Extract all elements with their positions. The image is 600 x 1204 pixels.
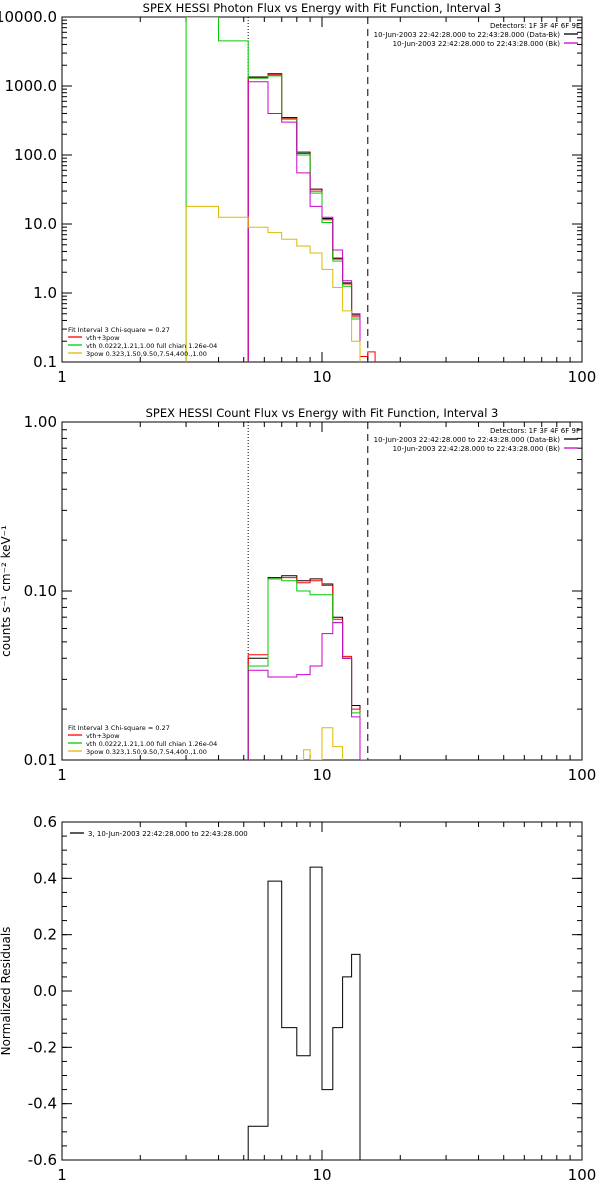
series-line-1 <box>247 866 368 1160</box>
series-group <box>185 17 376 362</box>
plot-frame <box>61 421 583 761</box>
x-tick-label: 100 <box>568 368 597 386</box>
fit-legend-item-text: 3pow 0.323,1.50,9.50,7.54,400.,1.00 <box>86 748 207 756</box>
y-tick-label: 0.01 <box>24 751 57 769</box>
y-tick-label: 0.2 <box>33 926 57 944</box>
y-axis-label: counts s⁻¹ cm⁻² keV⁻¹ <box>0 525 13 657</box>
legend-item-text: Detectors: 1F 3F 4F 6F 9F <box>490 427 580 435</box>
fit-legend-item-text: Fit Interval 3 Chi-square = 0.27 <box>68 724 170 732</box>
series-line-3 <box>185 17 361 362</box>
legend-item-text: 10-Jun-2003 22:42:28.000 to 22:43:28.000… <box>374 436 561 444</box>
y-tick-label: -0.6 <box>28 1151 57 1169</box>
y-tick-label: 1.00 <box>24 413 57 431</box>
x-tick-label: 1 <box>57 1166 67 1184</box>
series-line-2 <box>247 74 376 362</box>
chart-panel-3: Normalized Residuals 1 10 100 -0.6 -0.4 -0.2 0.… <box>0 813 596 1184</box>
series-group <box>247 866 368 1160</box>
y-tick-label: -0.4 <box>28 1095 57 1113</box>
series-line-4 <box>247 622 368 760</box>
series-line-5 <box>185 205 361 362</box>
y-tick-label: 0.0 <box>33 982 57 1000</box>
series-line-5 <box>296 727 344 760</box>
y-axis-label: Normalized Residuals <box>0 927 13 1056</box>
chart-title: SPEX HESSI Count Flux vs Energy with Fit… <box>146 406 499 420</box>
x-tick-label: 10 <box>312 368 331 386</box>
series-line-1 <box>247 73 369 362</box>
chart-panel-2: SPEX HESSI Count Flux vs Energy with Fit… <box>0 406 596 784</box>
fit-legend-item-text: vth+3pow <box>86 732 120 740</box>
y-tick-label: -0.2 <box>28 1038 57 1056</box>
legend-item-text: 10-Jun-2003 22:42:28.000 to 22:43:28.000… <box>393 445 561 453</box>
y-tick-label: 1.0 <box>33 284 57 302</box>
legend-item-text: 10-Jun-2003 22:42:28.000 to 22:43:28.000… <box>374 31 561 39</box>
series-line-3 <box>247 578 368 760</box>
x-tick-label: 1 <box>57 766 67 784</box>
x-tick-label: 10 <box>312 766 331 784</box>
x-tick-label: 1 <box>57 368 67 386</box>
series-group <box>247 575 368 760</box>
series-line-2 <box>247 577 368 760</box>
legend-item-text: 3, 10-Jun-2003 22:42:28.000 to 22:43:28.… <box>88 830 248 838</box>
y-tick-label: 10.0 <box>24 215 57 233</box>
x-tick-label: 100 <box>568 766 597 784</box>
x-tick-label: 100 <box>568 1166 597 1184</box>
series-line-1 <box>247 575 368 760</box>
chart-title: SPEX HESSI Photon Flux vs Energy with Fi… <box>143 1 502 15</box>
chart-panel-1: SPEX HESSI Photon Flux vs Energy with Fi… <box>0 1 596 386</box>
fit-legend-item-text: 3pow 0.323,1.50,9.50,7.54,400.,1.00 <box>86 350 207 358</box>
y-tick-label: 0.10 <box>24 582 57 600</box>
fit-legend-item-text: Fit Interval 3 Chi-square = 0.27 <box>68 326 170 334</box>
fit-legend-item-text: vth 0.0222,1.21,1.00 full chian 1.26e-04 <box>86 342 217 350</box>
y-tick-label: 0.1 <box>33 353 57 371</box>
y-tick-label: 0.6 <box>33 813 57 831</box>
fit-legend-item-text: vth 0.0222,1.21,1.00 full chian 1.26e-04 <box>86 740 217 748</box>
y-tick-label: 10000.0 <box>0 8 57 26</box>
fit-legend-item-text: vth+3pow <box>86 334 120 342</box>
y-tick-label: 0.4 <box>33 869 57 887</box>
series-line-4 <box>247 81 361 362</box>
legend-item-text: Detectors: 1F 3F 4F 6F 9F <box>490 22 580 30</box>
x-tick-label: 10 <box>312 1166 331 1184</box>
y-tick-label: 1000.0 <box>5 77 58 95</box>
legend-item-text: 10-Jun-2003 22:42:28.000 to 22:43:28.000… <box>393 40 561 48</box>
y-tick-label: 100.0 <box>14 146 57 164</box>
